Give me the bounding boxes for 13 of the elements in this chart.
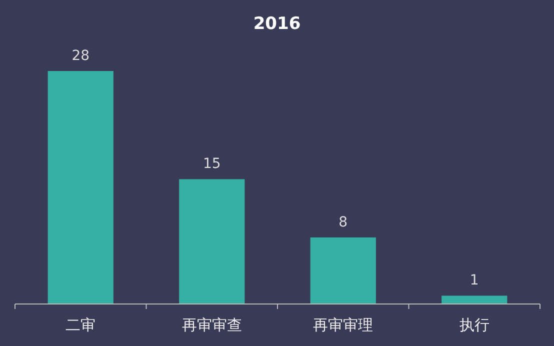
x-tick-label: 二审 [66, 316, 96, 334]
data-label: 28 [72, 48, 90, 64]
x-tick-label: 执行 [459, 316, 490, 334]
data-label: 8 [338, 214, 348, 230]
bar [310, 237, 376, 304]
data-label: 1 [470, 272, 479, 289]
x-tick-label: 再审审查 [182, 316, 242, 334]
bar [179, 179, 245, 304]
chart-title: 2016 [253, 14, 301, 34]
bar [442, 296, 508, 304]
bar [48, 71, 114, 304]
x-tick-label: 再审审理 [313, 316, 374, 334]
data-label: 15 [202, 156, 221, 172]
